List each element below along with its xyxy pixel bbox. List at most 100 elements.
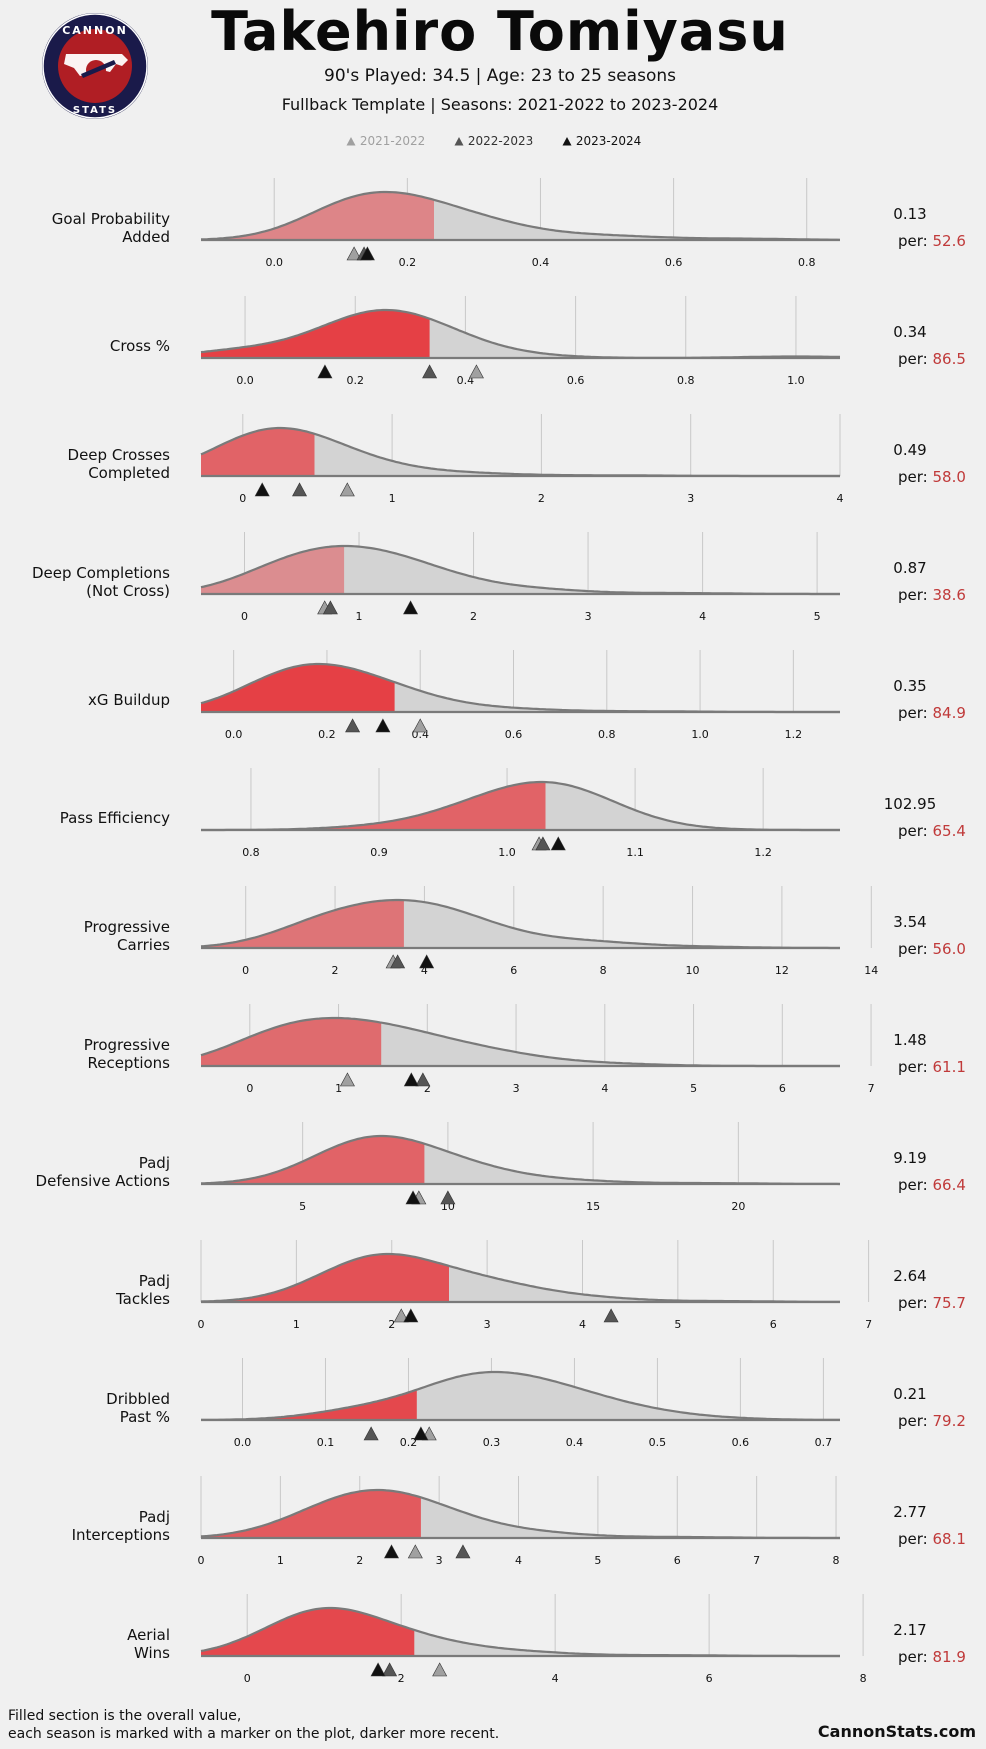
density-row-7: 0 2 4 6 8 10 12 14 [200, 886, 878, 977]
density-row-8: 0 1 2 3 4 5 6 7 [200, 1004, 875, 1095]
metric-label: Goal Probability Added [51, 210, 170, 246]
tick-label: 0.0 [234, 1436, 252, 1449]
overall-fill [201, 1136, 425, 1184]
tick-label: 1.0 [787, 374, 805, 387]
metric-value: 0.35 [893, 677, 927, 695]
metric-value: 0.87 [893, 559, 927, 577]
metric-label: Cross % [109, 337, 170, 355]
season-marker-2022-2023 [455, 1544, 471, 1559]
overall-fill [201, 1254, 449, 1302]
tick-label: 0.8 [598, 728, 616, 741]
overall-fill [201, 192, 434, 240]
metric-percentile: per: 61.1 [898, 1058, 986, 1076]
tick-label: 2 [388, 1318, 395, 1331]
tick-label: 0.8 [798, 256, 816, 269]
density-area [201, 546, 840, 594]
metric-label: Progressive Receptions [83, 1036, 170, 1072]
footer-note: Filled section is the overall value, eac… [8, 1707, 499, 1743]
season-marker-2023-2024 [370, 1662, 386, 1677]
metric-percentile: per: 81.9 [898, 1648, 986, 1666]
metric-percentile: per: 38.6 [898, 586, 986, 604]
season-marker-2022-2023 [345, 718, 361, 733]
tick-label: 5 [814, 610, 821, 623]
density-area [201, 428, 840, 476]
tick-label: 0.2 [399, 256, 417, 269]
percentile-number: 79.2 [932, 1412, 966, 1430]
subtitle-played-age: 90's Played: 34.5 | Age: 23 to 25 season… [324, 66, 676, 86]
metric-value: 0.34 [893, 323, 927, 341]
season-marker-2023-2024 [419, 954, 435, 969]
season-marker-2022-2023 [603, 1308, 619, 1323]
metric-percentile: per: 79.2 [898, 1412, 986, 1430]
tick-label: 0 [239, 492, 246, 505]
overall-fill [201, 1389, 417, 1420]
footer-brand: CannonStats.com [817, 1722, 976, 1741]
season-marker-2023-2024 [403, 1308, 419, 1323]
season-marker-2023-2024 [413, 1426, 429, 1441]
season-marker-2021-2022 [339, 482, 355, 497]
metric-value: 2.64 [893, 1267, 927, 1285]
tick-label: 0.8 [242, 846, 260, 859]
metric-label: Aerial Wins [127, 1626, 170, 1662]
percentile-label: per: [898, 1412, 933, 1430]
tick-label: 6 [779, 1082, 786, 1095]
percentile-label: per: [898, 704, 933, 722]
density-row-12: 0 1 2 3 4 5 6 7 8 [198, 1476, 840, 1567]
metric-label: xG Buildup [88, 691, 170, 709]
tick-label: 6 [510, 964, 517, 977]
tick-label: 7 [868, 1082, 875, 1095]
tick-label: 8 [833, 1554, 840, 1567]
metric-label: Padj Defensive Actions [35, 1154, 170, 1190]
percentile-number: 81.9 [932, 1648, 966, 1666]
metric-percentile: per: 58.0 [898, 468, 986, 486]
density-row-4: 0 1 2 3 4 5 [200, 532, 840, 623]
season-marker-2021-2022 [346, 246, 362, 261]
tick-label: 2 [356, 1554, 363, 1567]
density-row-1: 0.0 0.2 0.4 0.6 0.8 [200, 178, 841, 269]
metric-percentile: per: 66.4 [898, 1176, 986, 1194]
tick-label: 0.0 [225, 728, 243, 741]
percentile-label: per: [898, 232, 933, 250]
tick-label: 1.0 [498, 846, 516, 859]
density-curve [201, 1370, 840, 1421]
legend-label: 2023-2024 [575, 134, 642, 148]
metric-label: Deep Crosses Completed [67, 446, 170, 482]
season-marker-2022-2023 [292, 482, 308, 497]
tick-label: 12 [775, 964, 789, 977]
metric-percentile: per: 52.6 [898, 232, 986, 250]
tick-label: 0 [244, 1672, 251, 1685]
season-marker-2023-2024 [550, 836, 566, 851]
tick-label: 3 [687, 492, 694, 505]
tick-label: 1 [356, 610, 363, 623]
season-marker-2023-2024 [375, 718, 391, 733]
density-row-11: 0.0 0.1 0.2 0.3 0.4 0.5 0.6 0.7 [201, 1358, 840, 1449]
percentile-number: 86.5 [932, 350, 966, 368]
triangle-marker-icon [562, 137, 572, 146]
tick-label: 0 [198, 1554, 205, 1567]
tick-label: 4 [515, 1554, 522, 1567]
percentile-number: 68.1 [932, 1530, 966, 1548]
density-curve [200, 190, 841, 241]
percentile-number: 56.0 [932, 940, 966, 958]
tick-label: 0.6 [567, 374, 585, 387]
legend-item-2022-2023: 2022-2023 [454, 134, 533, 148]
tick-label: 20 [731, 1200, 745, 1213]
tick-label: 3 [484, 1318, 491, 1331]
tick-label: 8 [860, 1672, 867, 1685]
season-marker-2022-2023 [390, 954, 406, 969]
percentile-number: 61.1 [932, 1058, 966, 1076]
tick-label: 5 [690, 1082, 697, 1095]
density-row-2: 0.0 0.2 0.4 0.6 0.8 1.0 [200, 296, 840, 387]
season-marker-2022-2023 [415, 1072, 431, 1087]
tick-label: 1.2 [754, 846, 772, 859]
tick-label: 0.2 [318, 728, 336, 741]
season-marker-2021-2022 [468, 364, 484, 379]
metric-label: Dribbled Past % [106, 1390, 170, 1426]
overall-fill [201, 900, 404, 948]
tick-label: 1 [389, 492, 396, 505]
overall-fill [201, 546, 345, 594]
tick-label: 0 [246, 1082, 253, 1095]
overall-fill [201, 1490, 421, 1538]
percentile-label: per: [898, 1294, 933, 1312]
tick-label: 0 [242, 964, 249, 977]
